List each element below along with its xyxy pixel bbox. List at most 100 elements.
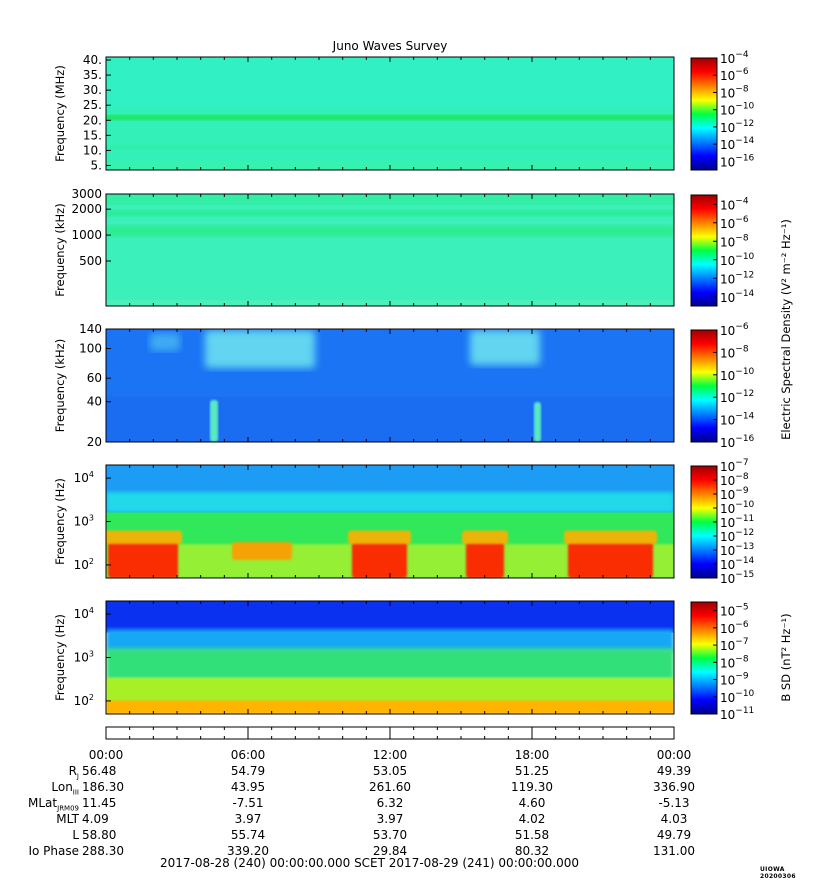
emission-blob: [150, 333, 180, 351]
y-axis-label: Frequency (kHz): [53, 203, 67, 296]
y-tick-label: 140: [79, 322, 102, 336]
colorbar-tick-label: 10−8: [720, 233, 749, 249]
colorbar-tick-label: 10−8: [720, 654, 749, 670]
y-tick-label: 20.: [83, 113, 102, 127]
colorbar-tick-label: 10−14: [720, 289, 755, 305]
colorbar-tick-label: 10−11: [720, 706, 754, 722]
spectrogram-lfr-low: [106, 465, 674, 578]
spectrogram-band: [106, 492, 674, 513]
colorbar-tick-label: 10−10: [720, 689, 755, 705]
emission-streak: [534, 402, 541, 442]
emission-blob: [470, 330, 540, 365]
y-tick-label: 30.: [83, 83, 102, 97]
colorbar-tick-label: 10−6: [720, 620, 749, 636]
spectrogram-hfr-high: [106, 57, 674, 170]
spectrogram-band: [106, 648, 674, 681]
y-tick-label: 104: [74, 470, 94, 485]
y-tick-label: 2000: [71, 202, 102, 216]
intense-emission: [462, 530, 508, 545]
processing-stamp: UIOWA 20200306: [760, 866, 796, 880]
colorbar-tick-label: 10−15: [720, 570, 754, 586]
colorbar-tick-label: 10−5: [720, 603, 749, 619]
colorbar-gradient: [690, 465, 718, 579]
emission-blob: [205, 330, 315, 368]
colorbar-hfr-low: 10−4 10−6 10−8 10−10 10−12 10−14: [690, 194, 755, 307]
intense-emission: [348, 530, 411, 545]
spectrogram-band: [106, 194, 674, 206]
spectrogram-band: [106, 677, 674, 703]
colorbar-lfr-high: 10−6 10−8 10−10 10−12 10−14 10−16: [690, 322, 755, 450]
colorbar-tick-label: 10−16: [720, 153, 755, 169]
colorbar-tick-label: 10−10: [720, 252, 755, 268]
y-tick-label: 15.: [83, 128, 102, 142]
y-tick-label: 103: [74, 650, 94, 665]
colorbar-tick-label: 10−9: [720, 672, 749, 688]
spectrogram-band: [106, 114, 674, 121]
spectrogram-bsd: [106, 601, 674, 714]
y-tick-label: 5.: [91, 158, 102, 172]
colorbar-tick-label: 10−12: [720, 270, 754, 286]
spectrogram-lfr-high: [106, 329, 674, 442]
colorbar-gradient: [690, 57, 718, 171]
y-axis-label: Frequency (kHz): [53, 339, 67, 432]
colorbar-tick-label: 10−10: [720, 102, 755, 118]
y-tick-label: 40: [87, 395, 102, 409]
scet-line: 2017-08-28 (240) 00:00:00.000 SCET 2017-…: [160, 856, 580, 870]
y-tick-label: 40.: [83, 53, 102, 67]
spectrogram-band: [106, 57, 674, 108]
figure-title: Juno Waves Survey: [332, 39, 448, 53]
colorbar-title-electric: Electric Spectral Density (V² m⁻² Hz⁻¹): [779, 219, 793, 440]
y-tick-label: 100: [79, 342, 102, 356]
colorbar-tick-label: 10−12: [720, 119, 754, 135]
panel-hfr-high: 5.10.15.20.25.30.35.40. Frequency (MHz) 10…: [53, 50, 755, 172]
colorbar-tick-label: 10−6: [720, 67, 749, 83]
colorbar-tick-label: 10−4: [720, 50, 749, 66]
panel-lfr-high: 20 40 60 100 140 Frequency (kHz) 10−6 10−8 10−10…: [53, 322, 755, 450]
y-tick-label: 1000: [71, 228, 102, 242]
spectrogram-band: [106, 396, 674, 442]
intense-emission: [108, 541, 178, 578]
colorbar-gradient: [690, 601, 718, 715]
spectrogram-band: [106, 629, 674, 652]
intense-emission: [466, 541, 504, 578]
intense-emission: [352, 541, 407, 578]
colorbar-gradient: [690, 194, 718, 307]
colorbar-title-magnetic: B SD (nT² Hz⁻¹): [779, 613, 793, 701]
y-axis-label: Frequency (Hz): [53, 614, 67, 701]
panel-lfr-low: 102 103 104 Frequency (Hz) 10−710−810−910−10…: [53, 458, 755, 586]
y-tick-label: 3000: [71, 187, 102, 201]
intense-emission: [568, 541, 653, 578]
spectrogram-band: [106, 209, 674, 217]
emission-streak: [210, 400, 218, 442]
intense-emission: [106, 530, 182, 545]
colorbar-lfr-low: 10−710−810−910−1010−1110−1210−1310−1410−…: [690, 458, 755, 586]
colorbar-tick-label: 10−7: [720, 637, 749, 653]
colorbar-tick-label: 10−14: [720, 412, 755, 428]
y-tick-label: 20: [87, 435, 102, 449]
y-tick-label: 500: [79, 254, 102, 268]
y-tick-label: 102: [74, 693, 94, 708]
y-axis-label: Frequency (Hz): [53, 478, 67, 565]
y-tick-label: 104: [74, 606, 94, 621]
colorbar-tick-label: 10−12: [720, 389, 754, 405]
y-tick-label: 103: [74, 514, 94, 529]
spectrogram-hfr-low: [106, 194, 674, 306]
colorbar-tick-label: 10−8: [720, 344, 749, 360]
colorbar-tick-label: 10−16: [720, 434, 755, 450]
y-tick-label: 35.: [83, 68, 102, 82]
colorbar-tick-label: 10−14: [720, 136, 755, 152]
spectrogram-band: [106, 225, 674, 237]
colorbar-tick-label: 10−4: [720, 196, 749, 212]
colorbar-tick-label: 10−6: [720, 322, 749, 338]
intense-emission: [564, 530, 657, 545]
colorbar-gradient: [690, 329, 718, 443]
colorbar-tick-label: 10−8: [720, 84, 749, 100]
intense-emission: [232, 541, 292, 560]
y-tick-label: 10.: [83, 143, 102, 157]
time-axis: [105, 726, 675, 740]
colorbar-tick-label: 10−6: [720, 215, 749, 231]
